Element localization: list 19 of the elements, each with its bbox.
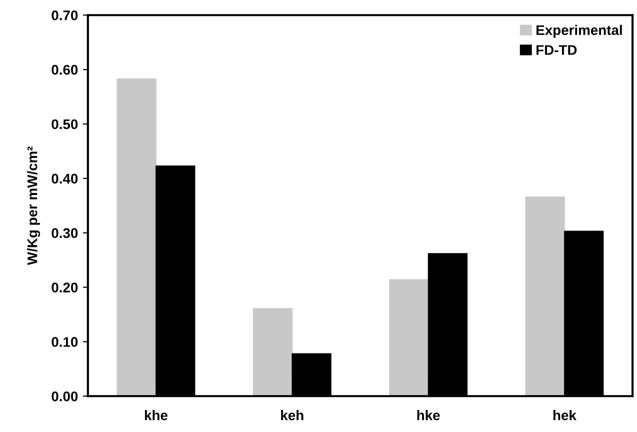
bar bbox=[525, 196, 565, 396]
bar bbox=[389, 279, 429, 396]
bar bbox=[116, 78, 156, 396]
legend-label: Experimental bbox=[536, 24, 622, 38]
x-tick-label: hke bbox=[417, 410, 440, 420]
y-axis-title: W/Kg per mW/cm² bbox=[27, 146, 40, 266]
y-tick-label: 0.20 bbox=[52, 282, 78, 292]
y-tick-label: 0.10 bbox=[52, 337, 78, 347]
y-tick-label: 0.40 bbox=[52, 174, 78, 184]
y-tick-label: 0.00 bbox=[52, 391, 78, 402]
legend-label: FD-TD bbox=[536, 45, 577, 55]
y-tick-label: 0.30 bbox=[52, 228, 78, 238]
x-tick-label: keh bbox=[281, 410, 304, 420]
y-tick-label: 0.70 bbox=[52, 10, 78, 20]
y-tick-label: 0.60 bbox=[52, 64, 78, 75]
y-tick-label: 0.50 bbox=[52, 119, 78, 130]
x-tick-label: hek bbox=[553, 410, 576, 420]
x-tick-label: khe bbox=[144, 410, 168, 420]
bar bbox=[252, 308, 293, 396]
